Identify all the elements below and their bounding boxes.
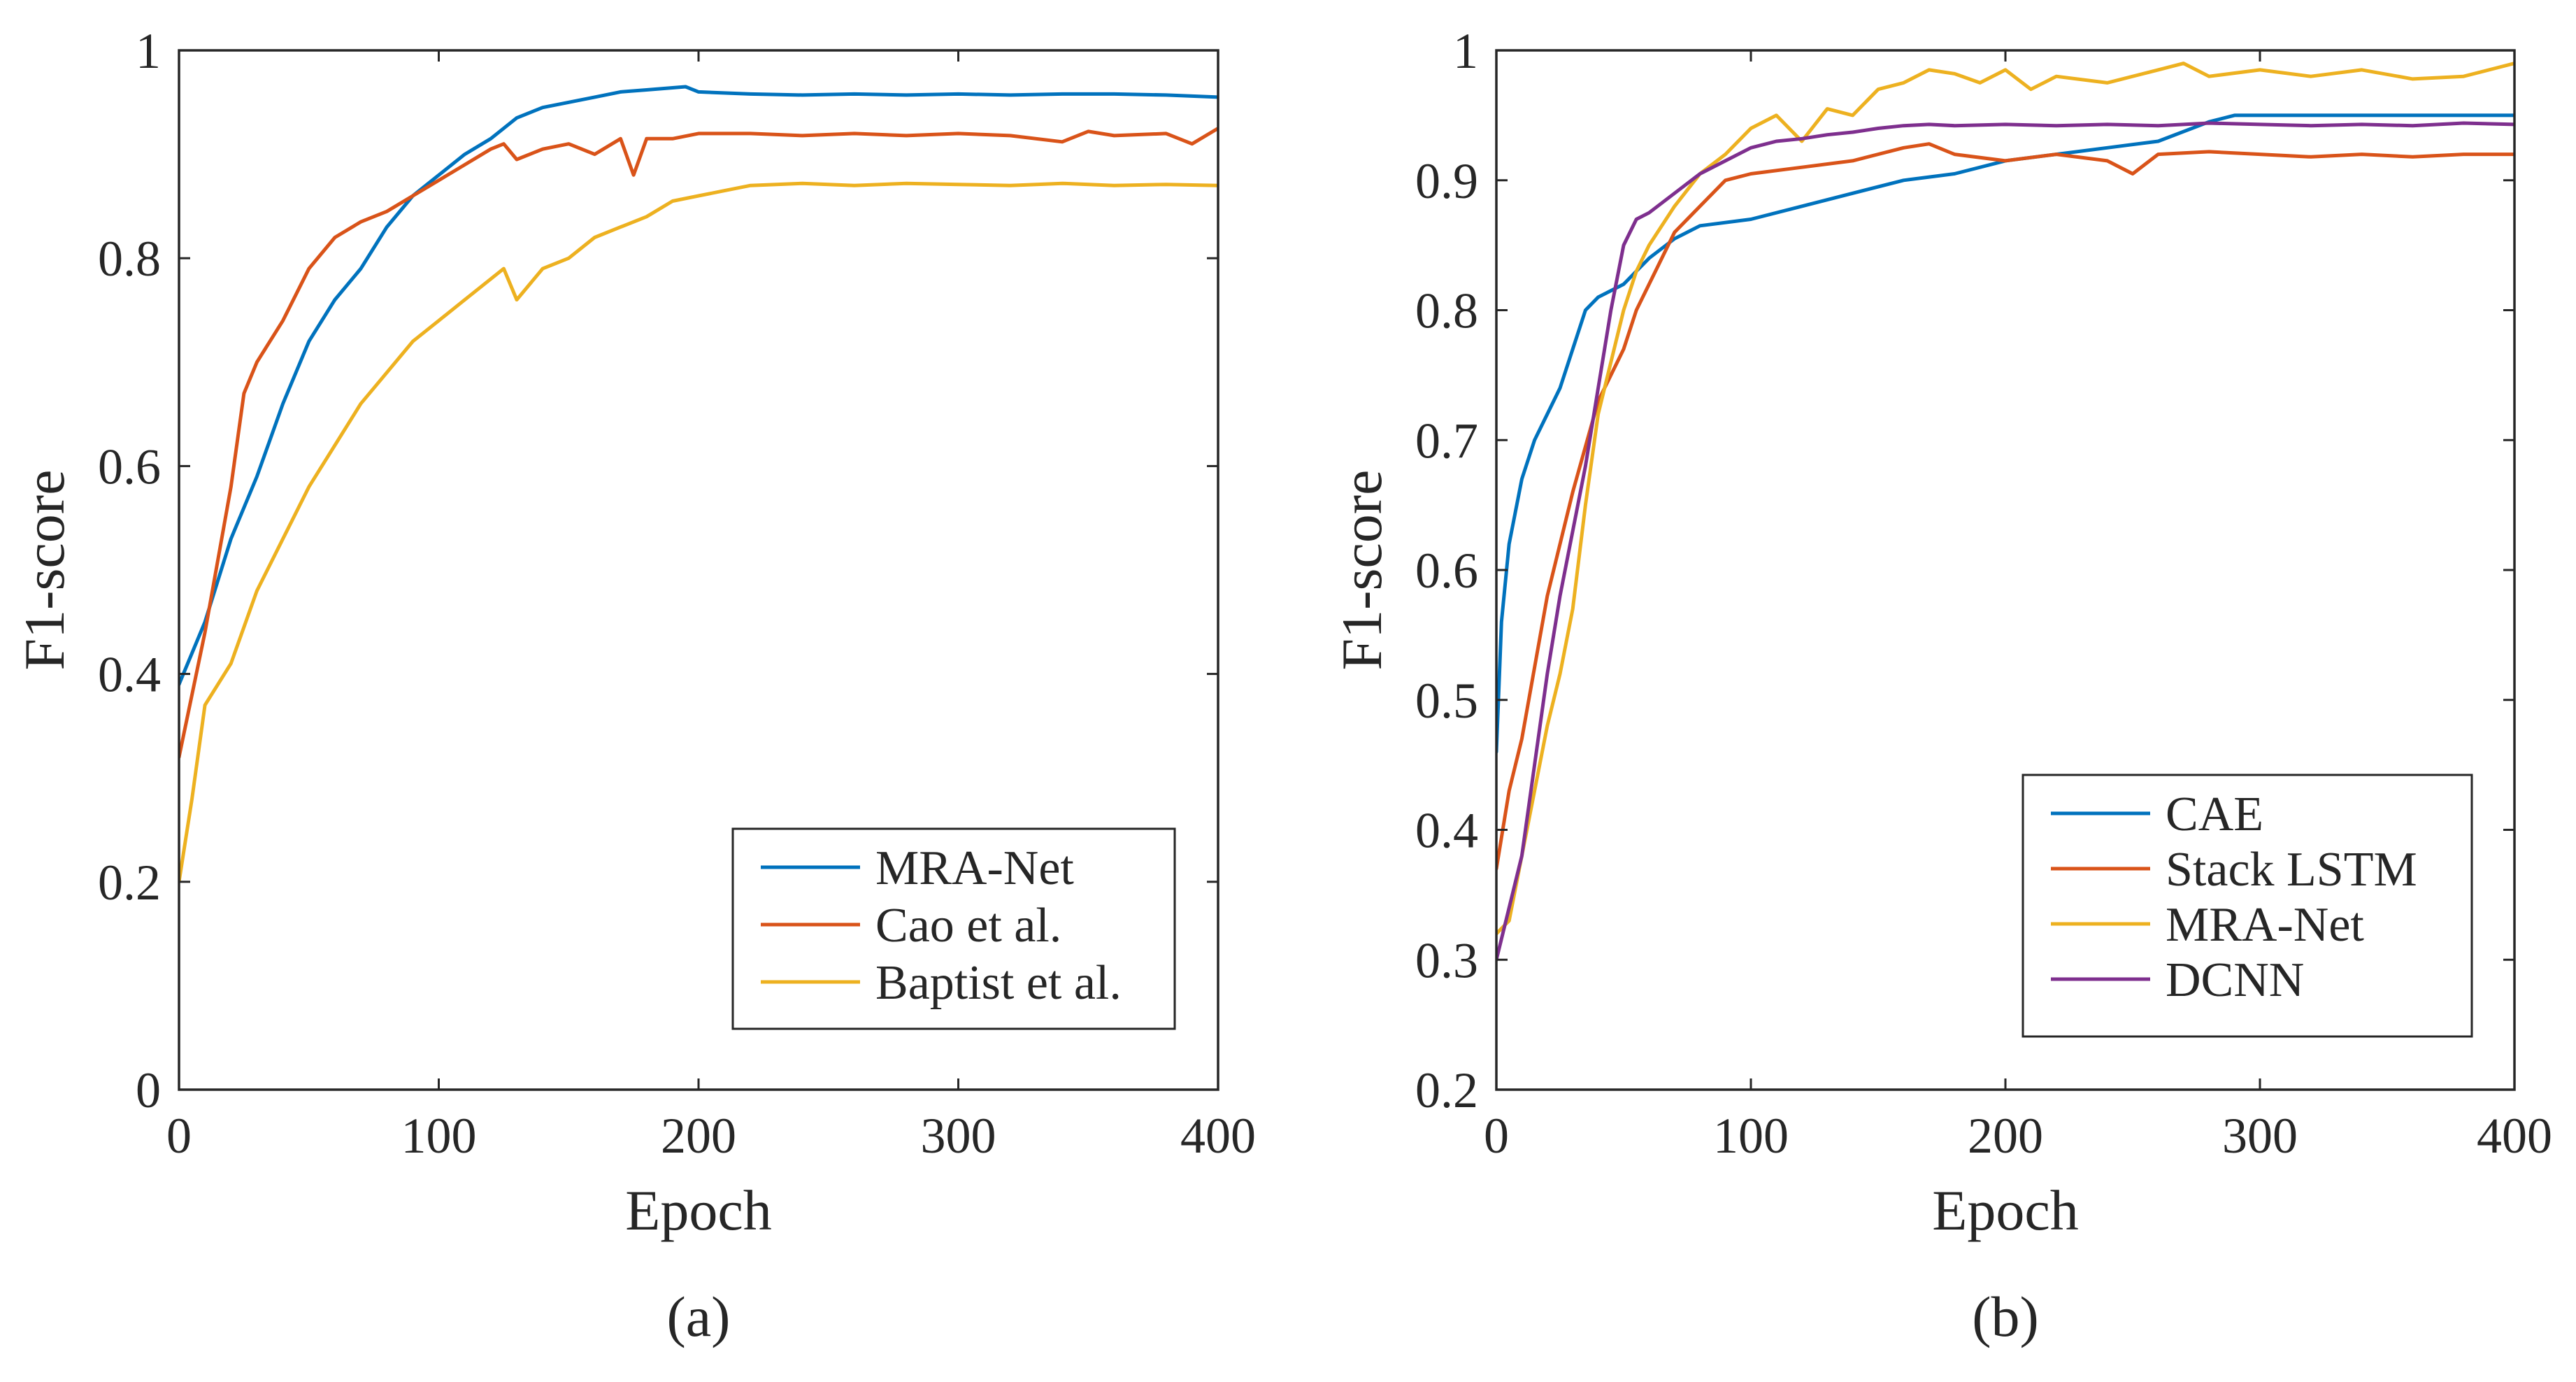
x-axis-label: Epoch xyxy=(1932,1178,2078,1242)
x-axis-label: Epoch xyxy=(625,1178,771,1242)
y-tick-label: 0.6 xyxy=(1415,543,1478,599)
x-tick-label: 200 xyxy=(661,1108,736,1164)
chart-panel-b: 0 100 200 300 400 0.2 0.3 0.4 0.5 0.6 0.7 0.8 0.9 1 Ep… xyxy=(1330,23,2552,1348)
y-tick-label: 0.9 xyxy=(1415,153,1478,209)
legend-entry: Baptist et al. xyxy=(875,956,1122,1010)
y-tick-label: 0.7 xyxy=(1415,413,1478,469)
series-group xyxy=(179,85,1218,884)
series-line-cao-et-al xyxy=(179,127,1218,759)
y-tick-label: 1 xyxy=(136,23,161,79)
series-line-dcnn xyxy=(1496,121,2514,962)
y-tick-label: 0.2 xyxy=(98,855,161,911)
x-tick-label: 400 xyxy=(2477,1108,2552,1164)
x-tick-label: 400 xyxy=(1180,1108,1256,1164)
chart-panel-a: 0 100 200 300 400 0 0.2 0.4 0.6 0.8 1 Epoch F1-score… xyxy=(13,23,1256,1348)
y-tick-label: 0.4 xyxy=(1415,803,1478,859)
y-tick-label: 0 xyxy=(136,1062,161,1118)
y-tick-label: 0.2 xyxy=(1415,1062,1478,1118)
y-tick-label: 0.3 xyxy=(1415,932,1478,988)
legend-entry: DCNN xyxy=(2166,953,2304,1007)
x-tick-label: 0 xyxy=(166,1108,192,1164)
series-group xyxy=(1496,62,2514,962)
legend-box xyxy=(2022,774,2473,1038)
y-axis-label: F1-score xyxy=(13,470,76,671)
legend-entry: CAE xyxy=(2166,788,2263,841)
x-tick-label: 300 xyxy=(2222,1108,2298,1164)
y-axis-label: F1-score xyxy=(1330,470,1394,671)
x-tick-label: 100 xyxy=(1713,1108,1789,1164)
legend-entry: Cao et al. xyxy=(875,899,1061,953)
series-line-baptist-et-al xyxy=(179,181,1218,884)
x-tick-label: 0 xyxy=(1484,1108,1509,1164)
panel-caption: (b) xyxy=(1972,1285,2039,1348)
x-tick-label: 300 xyxy=(921,1108,996,1164)
y-tick-label: 0.5 xyxy=(1415,673,1478,729)
series-line-mra-net xyxy=(1496,62,2514,936)
y-tick-label: 0.6 xyxy=(98,439,161,494)
y-tick-label: 1 xyxy=(1453,23,1478,79)
y-tick-label: 0.8 xyxy=(98,231,161,287)
y-tick-label: 0.4 xyxy=(98,647,161,703)
legend-entry: Stack LSTM xyxy=(2166,843,2417,897)
legend-box xyxy=(731,827,1176,1030)
series-line-cae xyxy=(1496,113,2514,754)
legend-entry: MRA-Net xyxy=(2166,898,2364,952)
series-line-mra-net xyxy=(179,85,1218,686)
legend-entry: MRA-Net xyxy=(875,841,1074,895)
y-tick-label: 0.8 xyxy=(1415,283,1478,339)
x-tick-label: 100 xyxy=(401,1108,477,1164)
panel-caption: (a) xyxy=(666,1285,730,1348)
x-tick-label: 200 xyxy=(1968,1108,2043,1164)
